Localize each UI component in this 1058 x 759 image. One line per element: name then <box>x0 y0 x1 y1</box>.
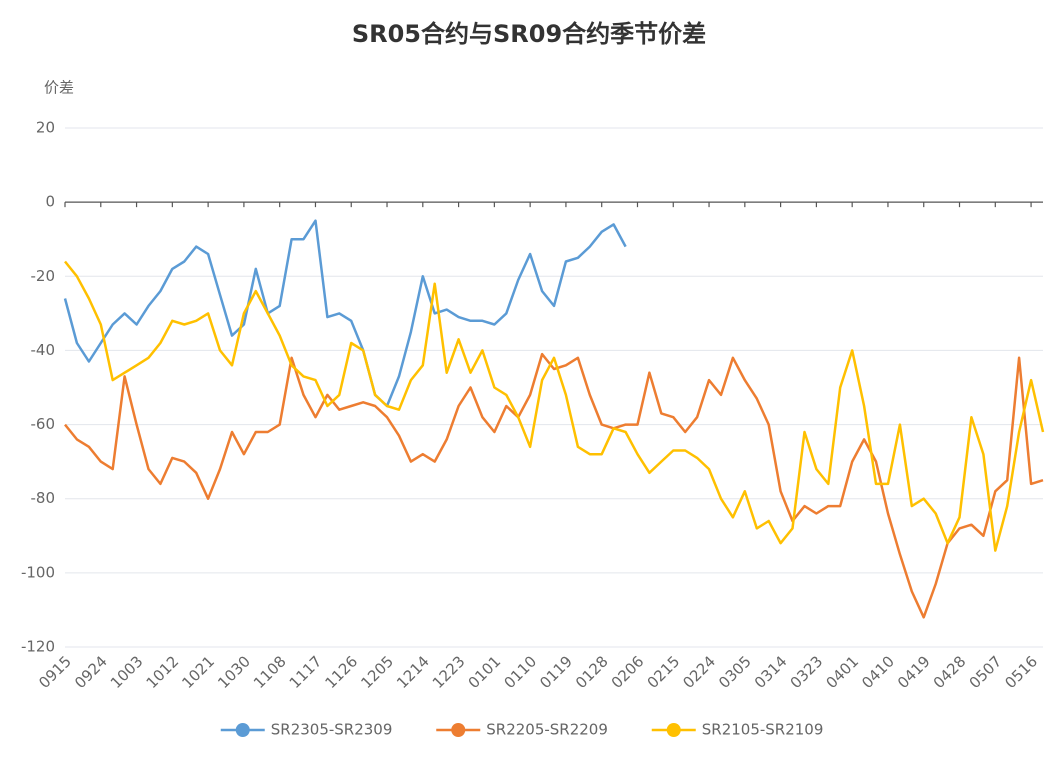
y-tick-label: -60 <box>31 415 56 433</box>
x-tick-label: 1117 <box>286 652 326 692</box>
x-tick-label: 0401 <box>822 652 862 692</box>
x-tick-label: 1012 <box>143 652 183 692</box>
x-tick-label: 0215 <box>644 652 684 692</box>
data-line <box>64 260 1045 552</box>
x-tick-label: 1214 <box>393 652 433 692</box>
y-tick-label: -120 <box>21 638 55 656</box>
x-tick-label: 0128 <box>572 652 612 692</box>
x-tick-label: 0305 <box>715 652 755 692</box>
y-tick-label: -80 <box>31 489 56 507</box>
x-tick-label: 1108 <box>250 652 290 692</box>
x-tick-label: 0410 <box>858 652 898 692</box>
legend-item: SR2305-SR2309 <box>220 721 393 739</box>
x-tick-label: 0119 <box>536 652 576 692</box>
legend-marker <box>666 723 681 737</box>
x-tick-label: 1030 <box>214 652 254 692</box>
x-tick-label: 0507 <box>966 652 1006 692</box>
x-tick-label: 0924 <box>71 652 111 692</box>
x-tick-label: 0224 <box>679 652 719 692</box>
legend-marker <box>451 723 466 737</box>
x-tick-label: 0516 <box>1001 652 1041 692</box>
x-tick-label: 1205 <box>357 652 397 692</box>
x-tick-label: 1003 <box>107 652 147 692</box>
x-tick-label: 1126 <box>322 652 362 692</box>
legend-label: SR2105-SR2109 <box>702 721 824 739</box>
x-tick-label: 1223 <box>429 652 469 692</box>
legend-item: SR2205-SR2209 <box>436 721 608 739</box>
x-tick-label: 0206 <box>608 652 648 692</box>
data-line <box>63 219 627 408</box>
legend-label: SR2205-SR2209 <box>486 721 608 739</box>
x-tick-label: 0101 <box>465 652 505 692</box>
legend-marker <box>235 723 250 737</box>
y-tick-label: 0 <box>45 193 55 211</box>
y-tick-label: -20 <box>31 267 56 285</box>
y-axis-label: 价差 <box>44 79 74 97</box>
data-line <box>64 352 1044 619</box>
y-tick-label: 20 <box>36 119 55 137</box>
x-tick-label: 0323 <box>787 652 827 692</box>
x-tick-label: 0419 <box>894 652 934 692</box>
x-tick-label: 0314 <box>751 652 791 692</box>
legend-item: SR2105-SR2109 <box>651 721 824 739</box>
x-tick-label: 0110 <box>500 652 540 692</box>
chart-title: SR05合约与SR09合约季节价差 <box>352 20 706 48</box>
legend-label: SR2305-SR2309 <box>271 721 393 739</box>
x-tick-label: 0915 <box>35 652 75 692</box>
x-tick-label: 1021 <box>178 652 218 692</box>
y-tick-label: -40 <box>31 341 56 359</box>
y-tick-label: -100 <box>21 563 55 581</box>
x-tick-label: 0428 <box>930 652 970 692</box>
